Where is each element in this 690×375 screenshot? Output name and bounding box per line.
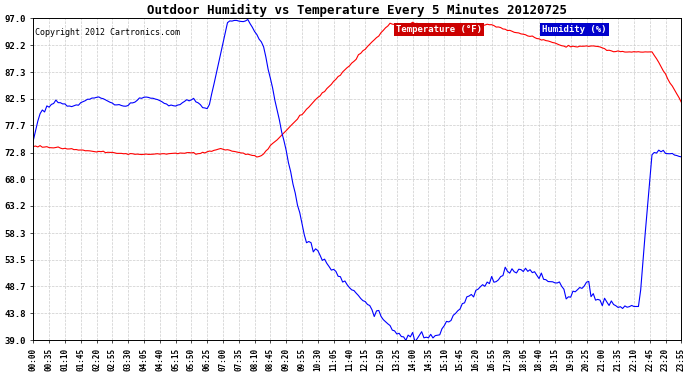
Title: Outdoor Humidity vs Temperature Every 5 Minutes 20120725: Outdoor Humidity vs Temperature Every 5 … (148, 4, 567, 17)
Text: Copyright 2012 Cartronics.com: Copyright 2012 Cartronics.com (34, 28, 179, 37)
Text: Humidity (%): Humidity (%) (542, 25, 607, 34)
Text: Temperature (°F): Temperature (°F) (396, 25, 482, 34)
